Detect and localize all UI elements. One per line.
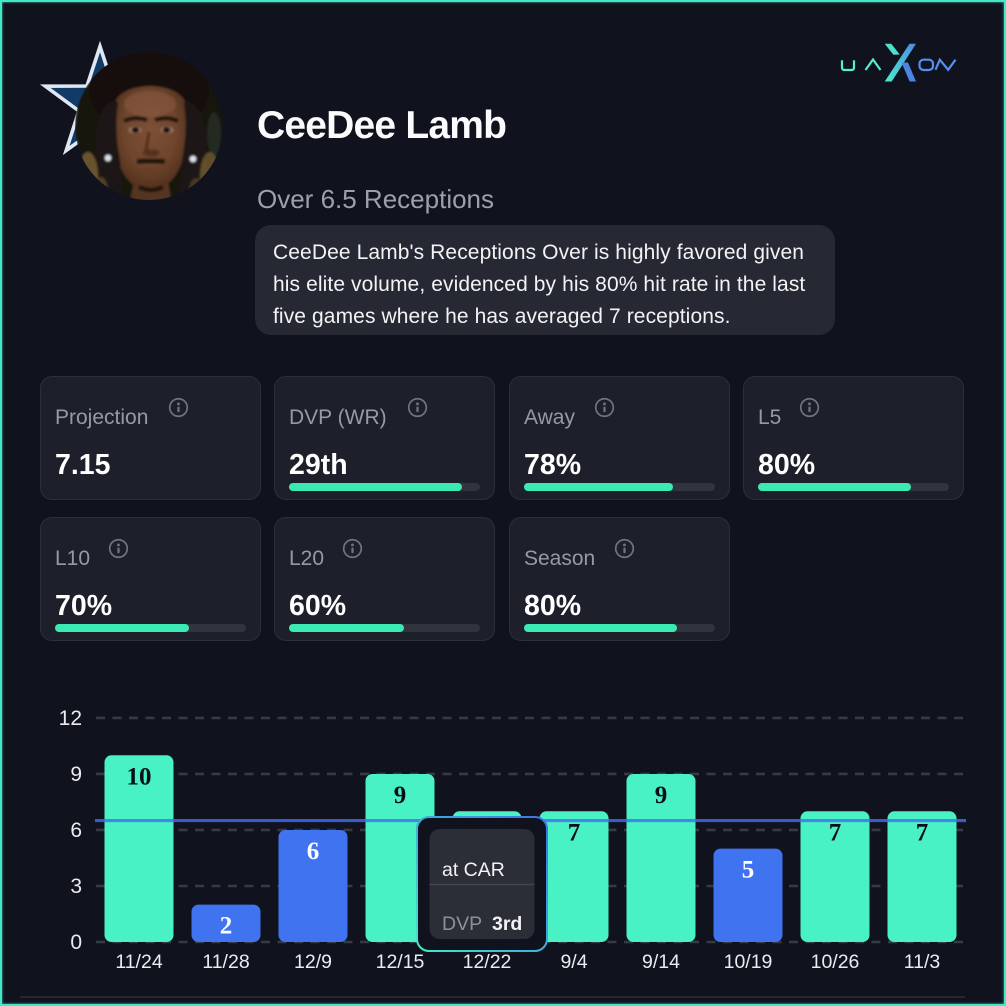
svg-text:3rd: 3rd: [492, 913, 522, 935]
svg-text:10: 10: [127, 763, 152, 790]
svg-text:at CAR: at CAR: [442, 859, 505, 881]
svg-text:12: 12: [59, 707, 82, 730]
svg-text:DVP: DVP: [442, 913, 482, 935]
svg-text:11/24: 11/24: [115, 951, 163, 973]
svg-text:12/15: 12/15: [376, 951, 425, 973]
svg-text:10/19: 10/19: [724, 951, 773, 973]
svg-text:7: 7: [829, 819, 842, 846]
svg-text:6: 6: [307, 838, 320, 865]
svg-text:5: 5: [742, 857, 755, 884]
svg-text:6: 6: [70, 819, 82, 842]
svg-text:9: 9: [655, 782, 668, 809]
svg-text:7: 7: [916, 819, 929, 846]
svg-text:3: 3: [70, 875, 82, 898]
svg-text:2: 2: [220, 913, 233, 940]
svg-text:9/14: 9/14: [642, 951, 680, 973]
svg-text:9: 9: [70, 763, 82, 786]
svg-text:0: 0: [70, 931, 82, 954]
svg-text:9/4: 9/4: [560, 951, 587, 973]
svg-text:11/3: 11/3: [904, 951, 941, 973]
svg-text:12/22: 12/22: [463, 951, 512, 973]
svg-text:7: 7: [568, 819, 581, 846]
svg-text:9: 9: [394, 782, 407, 809]
svg-text:10/26: 10/26: [811, 951, 860, 973]
svg-text:11/28: 11/28: [202, 951, 249, 973]
svg-text:12/9: 12/9: [294, 951, 332, 973]
